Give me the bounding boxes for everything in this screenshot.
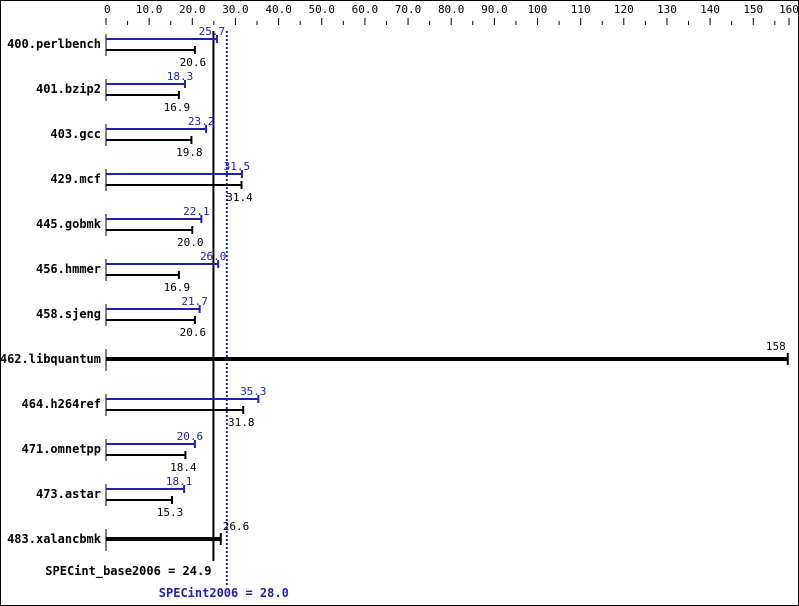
- base-value-label: 20.0: [177, 236, 204, 249]
- x-tick-label: 30.0: [222, 3, 249, 16]
- x-tick-label: 0: [104, 3, 111, 16]
- benchmark-label: 462.libquantum: [1, 352, 101, 366]
- benchmark-label: 456.hmmer: [36, 262, 101, 276]
- benchmark-label: 464.h264ref: [22, 397, 101, 411]
- base-value-label: 15.3: [157, 506, 184, 519]
- peak-value-label: 21.7: [181, 295, 208, 308]
- benchmark-label: 458.sjeng: [36, 307, 101, 321]
- x-tick-label: 150: [743, 3, 763, 16]
- peak-value-label: 18.1: [166, 475, 193, 488]
- base-value-label: 31.8: [228, 416, 255, 429]
- x-tick-label: 40.0: [265, 3, 292, 16]
- benchmark-label: 445.gobmk: [36, 217, 102, 231]
- base-value-label: 20.6: [180, 56, 207, 69]
- benchmark-label: 403.gcc: [50, 127, 101, 141]
- x-tick-label: 100: [528, 3, 548, 16]
- benchmark-label: 400.perlbench: [7, 37, 101, 51]
- peak-value-label: 26.0: [200, 250, 227, 263]
- base-value-label: 19.8: [176, 146, 203, 159]
- base-value-label: 18.4: [170, 461, 197, 474]
- x-tick-label: 130: [657, 3, 677, 16]
- base-value-label: 20.6: [180, 326, 207, 339]
- peak-reference-label: SPECint2006 = 28.0: [159, 586, 289, 600]
- x-tick-label: 80.0: [438, 3, 465, 16]
- x-tick-label: 50.0: [309, 3, 336, 16]
- peak-value-label: 23.2: [188, 115, 215, 128]
- x-tick-label: 20.0: [179, 3, 206, 16]
- peak-value-label: 22.1: [183, 205, 210, 218]
- peak-value-label: 20.6: [177, 430, 204, 443]
- bar-value-label: 158: [766, 340, 786, 353]
- bar-value-label: 26.6: [223, 520, 250, 533]
- benchmark-label: 473.astar: [36, 487, 101, 501]
- benchmark-label: 401.bzip2: [36, 82, 101, 96]
- benchmark-label: 471.omnetpp: [22, 442, 101, 456]
- base-value-label: 16.9: [164, 101, 191, 114]
- x-tick-label: 110: [571, 3, 591, 16]
- x-tick-label: 120: [614, 3, 634, 16]
- x-tick-label: 70.0: [395, 3, 422, 16]
- base-value-label: 16.9: [164, 281, 191, 294]
- x-tick-label: 10.0: [136, 3, 163, 16]
- benchmark-label: 429.mcf: [50, 172, 101, 186]
- base-reference-label: SPECint_base2006 = 24.9: [45, 564, 211, 579]
- base-value-label: 31.4: [226, 191, 253, 204]
- x-tick-label: 140: [700, 3, 720, 16]
- peak-value-label: 35.3: [240, 385, 267, 398]
- peak-value-label: 25.7: [199, 25, 226, 38]
- peak-value-label: 18.3: [167, 70, 194, 83]
- benchmark-label: 483.xalancbmk: [7, 532, 102, 546]
- peak-value-label: 31.5: [224, 160, 251, 173]
- x-tick-label: 60.0: [352, 3, 379, 16]
- x-tick-label: 90.0: [481, 3, 508, 16]
- x-tick-label: 160: [779, 3, 798, 16]
